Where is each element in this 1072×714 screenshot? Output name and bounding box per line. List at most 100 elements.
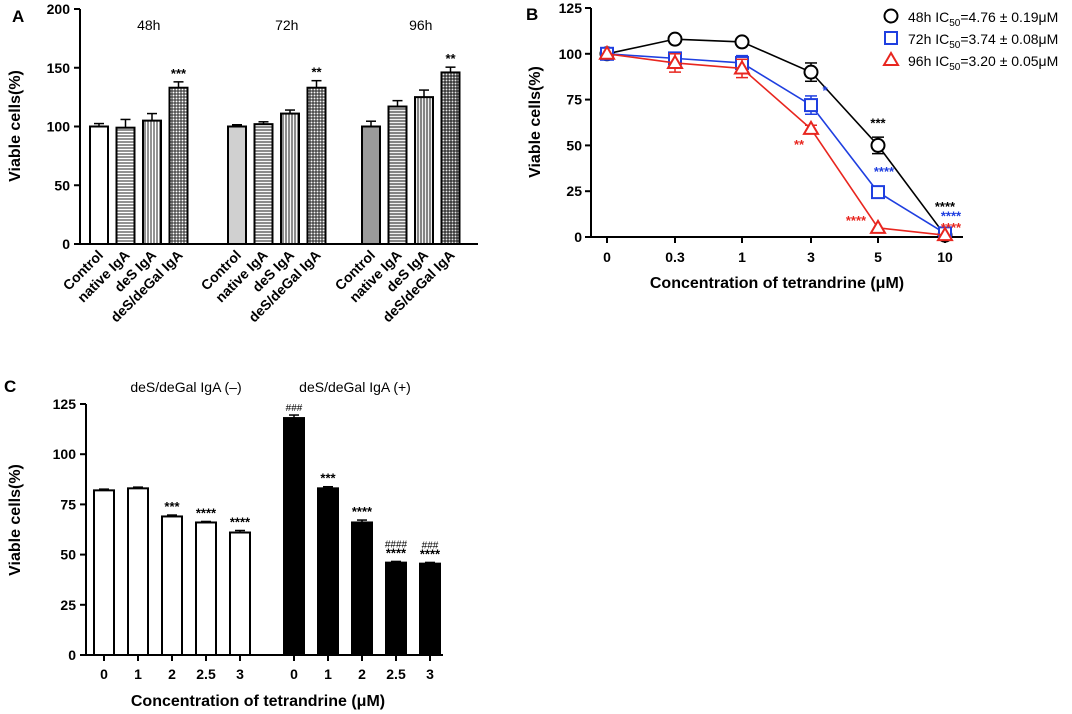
y-tick-label: 0 bbox=[68, 647, 76, 663]
data-point bbox=[804, 98, 818, 113]
hash-marker: ### bbox=[286, 403, 303, 414]
data-point bbox=[803, 64, 819, 80]
significance-marker: **** bbox=[386, 545, 407, 560]
legend-text: 48h IC bbox=[908, 9, 949, 25]
bar-pattern bbox=[143, 120, 161, 244]
bar bbox=[161, 515, 183, 656]
bar-pattern bbox=[307, 87, 326, 244]
data-point bbox=[870, 137, 886, 153]
bar bbox=[385, 561, 407, 657]
panel-letter-b: B bbox=[526, 5, 538, 24]
data-point bbox=[666, 53, 684, 69]
group-title: 48h bbox=[137, 17, 160, 33]
bar bbox=[317, 487, 339, 656]
legend-text: =4.76 ± 0.19μM bbox=[960, 9, 1058, 25]
legend-text: =3.74 ± 0.08μM bbox=[960, 31, 1058, 47]
legend-text: =3.20 ± 0.05μM bbox=[960, 53, 1058, 69]
y-tick-label: 150 bbox=[47, 60, 71, 76]
significance-marker: *** bbox=[164, 499, 180, 514]
bar-fill bbox=[90, 126, 108, 244]
bar bbox=[127, 487, 149, 656]
bar bbox=[195, 521, 217, 656]
series-line-96h bbox=[606, 53, 946, 236]
hash-marker: ### bbox=[422, 540, 439, 551]
y-tick-label: 50 bbox=[54, 177, 70, 193]
x-tick-label: 0 bbox=[100, 666, 108, 682]
bar bbox=[419, 562, 441, 656]
bar bbox=[351, 521, 373, 656]
bar bbox=[93, 489, 115, 656]
x-tick-label: 3 bbox=[236, 666, 244, 682]
y-tick-label: 125 bbox=[53, 396, 77, 412]
panel-letter-a: A bbox=[12, 7, 24, 26]
legend-entry: 48h IC50=4.76 ± 0.19μM bbox=[908, 9, 1058, 29]
legend-subscript: 50 bbox=[949, 62, 961, 73]
significance-marker: **** bbox=[230, 515, 251, 530]
significance-marker: ** bbox=[311, 65, 322, 80]
significance-marker: ** bbox=[445, 51, 456, 66]
bar-pattern bbox=[441, 72, 460, 244]
y-axis-label: Viable cells(%) bbox=[7, 464, 24, 576]
data-point bbox=[883, 8, 899, 24]
y-tick-label: 0 bbox=[62, 236, 70, 252]
panel-letter-c: C bbox=[4, 377, 16, 396]
bar bbox=[229, 531, 251, 657]
bar-fill bbox=[228, 126, 246, 244]
panel-b: B Viable cells(%) 0 25 50 75 100 125 0 0.3 1 3 5 10 Co… bbox=[526, 0, 1058, 292]
group-title: 72h bbox=[275, 17, 298, 33]
data-point bbox=[936, 226, 954, 242]
bar-pattern bbox=[415, 97, 433, 244]
data-point bbox=[598, 44, 616, 60]
bar bbox=[283, 417, 305, 656]
significance-marker: *** bbox=[320, 471, 336, 486]
y-tick-label: 25 bbox=[566, 183, 582, 199]
x-tick-label: 10 bbox=[937, 249, 953, 265]
y-tick-label: 125 bbox=[559, 0, 583, 16]
data-point bbox=[884, 31, 898, 45]
y-tick-label: 100 bbox=[559, 46, 583, 62]
x-tick-label: 0 bbox=[290, 666, 298, 682]
y-tick-label: 75 bbox=[60, 496, 76, 512]
data-point bbox=[882, 51, 900, 66]
bar-pattern bbox=[116, 127, 135, 244]
significance-marker: **** bbox=[874, 164, 895, 179]
legend-entry: 72h IC50=3.74 ± 0.08μM bbox=[908, 31, 1058, 51]
bar-pattern bbox=[169, 87, 188, 244]
bar-fill bbox=[362, 126, 380, 244]
significance-marker: **** bbox=[420, 546, 441, 561]
x-tick-label: 5 bbox=[874, 249, 882, 265]
bar-pattern bbox=[388, 106, 407, 245]
group-title: deS/deGal IgA (+) bbox=[299, 379, 411, 395]
significance-marker: *** bbox=[870, 115, 886, 130]
hash-marker: #### bbox=[385, 539, 408, 550]
series-line-48h bbox=[606, 38, 946, 236]
significance-marker: * bbox=[822, 83, 828, 98]
group-title: deS/deGal IgA (–) bbox=[130, 379, 241, 395]
bar-pattern bbox=[254, 124, 273, 244]
significance-marker: **** bbox=[352, 504, 373, 519]
y-tick-label: 100 bbox=[53, 446, 77, 462]
group-title: 96h bbox=[409, 17, 432, 33]
significance-marker: **** bbox=[935, 199, 956, 214]
x-tick-label: 2 bbox=[168, 666, 176, 682]
x-tick-label: 3 bbox=[426, 666, 434, 682]
y-axis-label: Viable cells(%) bbox=[7, 70, 24, 182]
significance-marker: **** bbox=[196, 505, 217, 520]
significance-marker: ** bbox=[794, 137, 805, 152]
data-point bbox=[871, 185, 885, 200]
x-tick-label: 0 bbox=[603, 249, 611, 265]
data-point bbox=[733, 59, 751, 75]
y-tick-label: 50 bbox=[60, 547, 76, 563]
y-tick-label: 25 bbox=[60, 597, 76, 613]
y-axis-label: Viable cells(%) bbox=[527, 66, 544, 178]
significance-marker: **** bbox=[941, 220, 962, 235]
y-tick-label: 0 bbox=[574, 229, 582, 245]
data-point bbox=[802, 119, 820, 135]
x-tick-label: 3 bbox=[807, 249, 815, 265]
x-tick-label: 1 bbox=[324, 666, 332, 682]
x-tick-label: 0.3 bbox=[665, 249, 685, 265]
data-point bbox=[869, 218, 887, 234]
